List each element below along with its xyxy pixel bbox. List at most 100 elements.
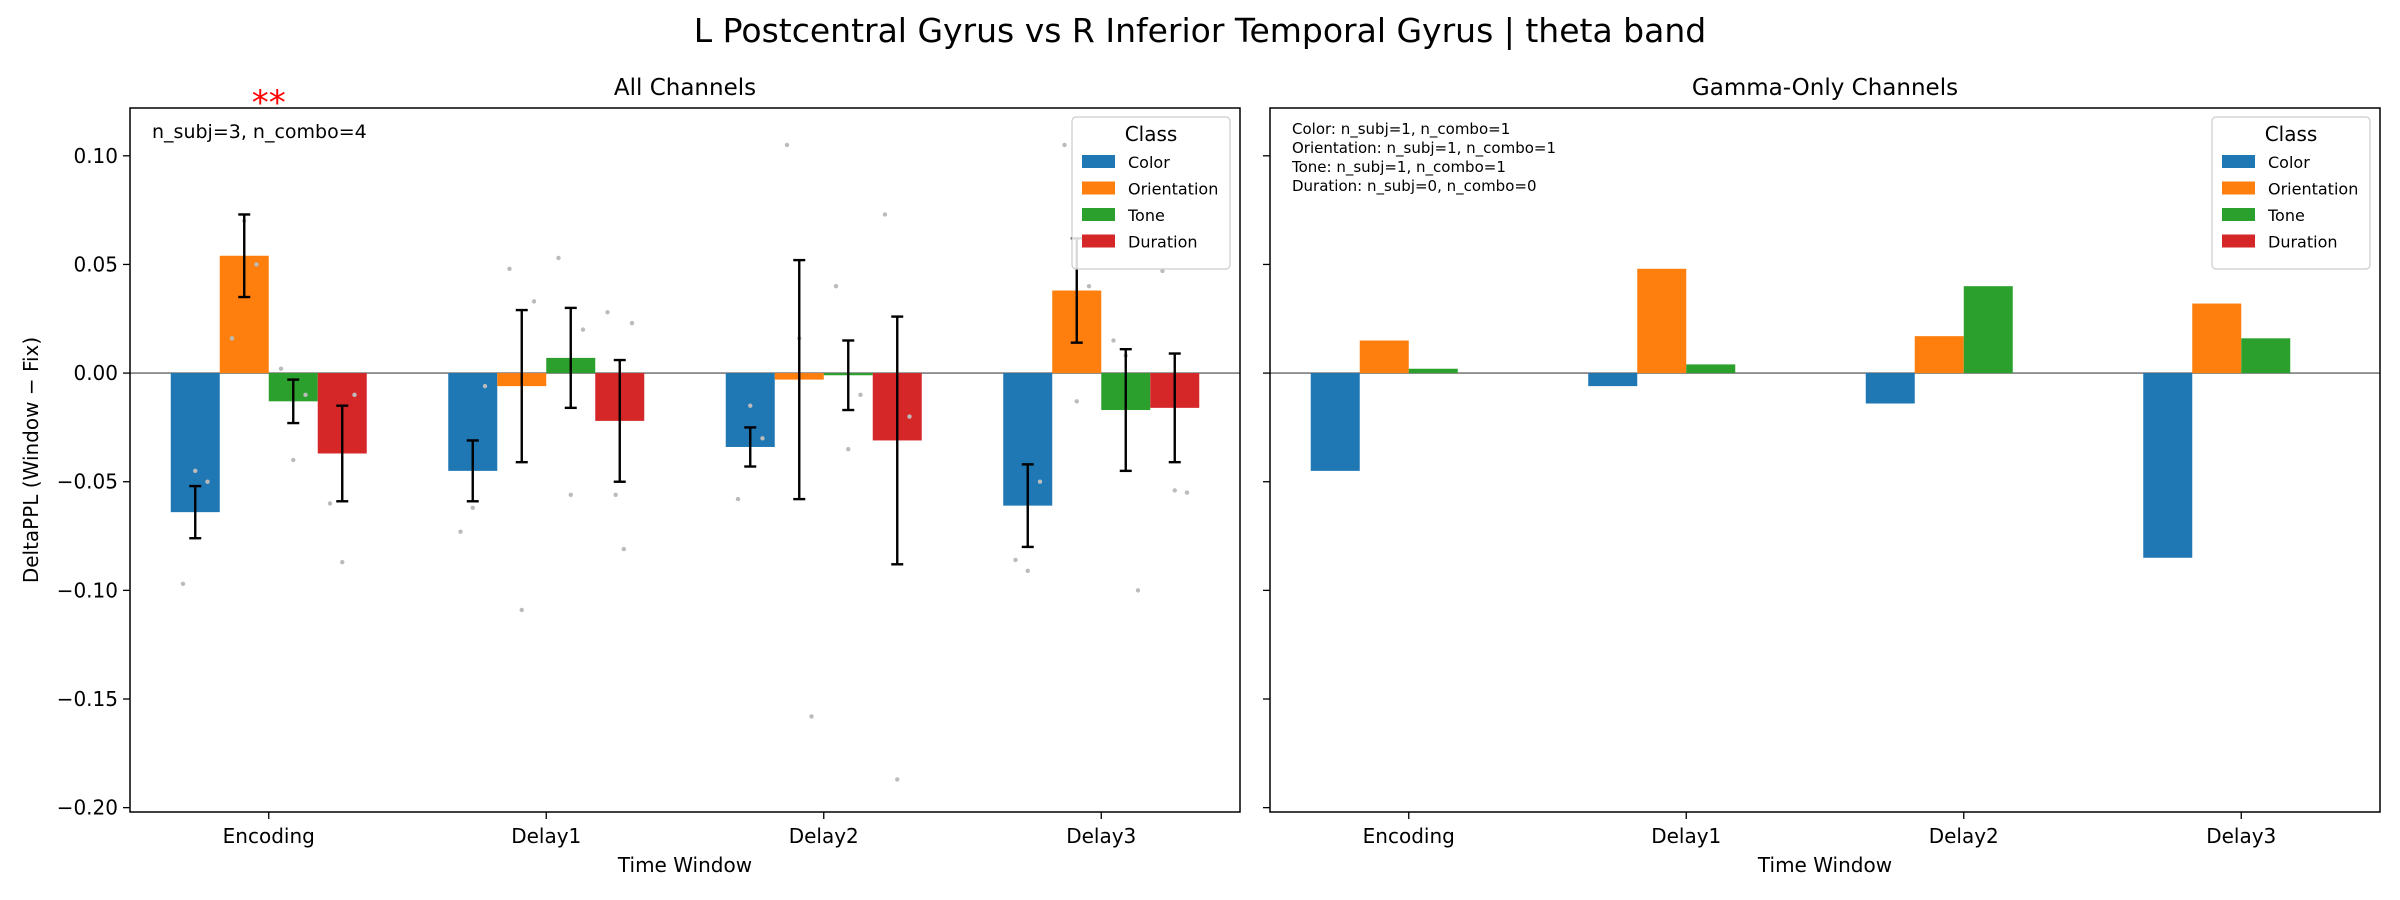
x-tick-label: Delay2 — [1929, 824, 1999, 848]
x-tick-label: Delay2 — [789, 824, 859, 848]
data-point — [1037, 479, 1043, 484]
data-point — [1111, 338, 1116, 343]
significance-marker: ** — [252, 83, 286, 123]
y-tick-label: 0.00 — [73, 361, 118, 385]
legend-label-orientation: Orientation — [1128, 180, 1218, 199]
annotation-line: Tone: n_subj=1, n_combo=1 — [1291, 158, 1506, 177]
x-tick-label: Delay1 — [511, 824, 581, 848]
data-point — [352, 392, 357, 398]
legend-swatch-color — [2222, 155, 2255, 168]
data-point — [254, 262, 259, 267]
data-point — [556, 255, 561, 261]
data-point — [205, 479, 210, 484]
axes-frame — [129, 107, 1241, 813]
bar-color-delay1 — [1588, 373, 1638, 387]
legend-label-color: Color — [1128, 153, 1170, 172]
y-tick-label: −0.10 — [57, 578, 118, 602]
bar-orientation-encoding — [1359, 340, 1409, 374]
data-point — [1025, 568, 1030, 574]
error-bar-color-delay1 — [466, 439, 479, 503]
data-point — [1160, 268, 1165, 274]
legend-swatch-color — [1082, 155, 1115, 168]
legend-label-tone: Tone — [1127, 206, 1165, 225]
error-bar-tone-delay1 — [564, 306, 577, 410]
x-tick-label: Delay3 — [2206, 824, 2276, 848]
error-bar-orientation-delay1 — [515, 308, 528, 464]
data-point — [1135, 588, 1141, 593]
data-point — [605, 310, 610, 315]
data-point — [748, 403, 753, 408]
chart-panel-2: Gamma-Only Channels Encoding Delay1 Delay2 D… — [1263, 75, 2381, 877]
data-point — [613, 492, 618, 497]
data-point — [327, 501, 333, 506]
legend-swatch-tone — [2222, 208, 2255, 221]
annotation-line: Duration: n_subj=0, n_combo=0 — [1292, 177, 1537, 196]
data-point — [1086, 283, 1092, 289]
data-point — [229, 336, 235, 341]
data-point — [846, 446, 851, 452]
bar-color-delay3 — [2143, 373, 2193, 558]
data-point — [907, 414, 912, 419]
bar-orientation-delay3 — [2192, 303, 2242, 374]
annotation-line: Color: n_subj=1, n_combo=1 — [1292, 120, 1510, 139]
legend-label-orientation: Orientation — [2268, 180, 2358, 199]
x-axis-label: Time Window — [617, 853, 752, 877]
error-bar-orientation-encoding — [238, 213, 251, 299]
error-bar-duration-delay2 — [891, 315, 904, 566]
data-point — [895, 777, 900, 782]
data-point — [303, 392, 308, 398]
error-bar-tone-encoding — [287, 378, 300, 425]
data-point — [1062, 142, 1067, 148]
bar-color-delay2 — [1865, 373, 1915, 404]
data-point — [531, 299, 537, 304]
annotation-line: Orientation: n_subj=1, n_combo=1 — [1292, 139, 1556, 158]
error-bar-tone-delay3 — [1119, 347, 1132, 473]
panel-title: All Channels — [614, 75, 756, 101]
x-tick-label: Encoding — [1363, 824, 1455, 848]
legend: Class Color Orientation Tone Duration — [1071, 116, 1231, 270]
annotation-text: n_subj=3, n_combo=4 — [152, 121, 367, 143]
data-point — [1013, 557, 1018, 563]
legend-label-color: Color — [2268, 153, 2310, 172]
y-axis-label: DeltaPPL (Window − Fix) — [19, 337, 43, 583]
error-bar-color-delay3 — [1021, 463, 1034, 549]
bar-tone-delay1 — [1686, 364, 1736, 374]
data-point — [735, 496, 741, 502]
data-point — [340, 559, 345, 565]
data-point — [291, 457, 296, 463]
data-point — [1172, 488, 1177, 493]
data-point — [507, 266, 512, 271]
legend-swatch-duration — [1082, 234, 1115, 248]
data-point — [809, 714, 814, 719]
legend-label-tone: Tone — [2267, 206, 2305, 225]
data-point — [629, 320, 635, 326]
legend-swatch-orientation — [2222, 181, 2255, 195]
data-point — [833, 283, 839, 289]
y-tick-label: −0.05 — [57, 470, 118, 494]
data-point — [784, 142, 790, 148]
error-bar-orientation-delay2 — [793, 258, 806, 501]
error-bar-duration-encoding — [336, 404, 349, 503]
bar-orientation-delay2 — [1914, 336, 1964, 374]
y-tick-label: 0.05 — [73, 252, 118, 276]
y-tick-label: −0.15 — [57, 687, 118, 711]
data-point — [760, 436, 765, 441]
data-point — [519, 607, 524, 613]
bar-tone-delay3 — [2241, 338, 2291, 374]
legend-title: Class — [1125, 122, 1178, 146]
data-point — [568, 492, 573, 497]
x-tick-label: Delay1 — [1651, 824, 1721, 848]
data-point — [193, 468, 198, 474]
y-tick-label: −0.20 — [57, 796, 118, 820]
figure-title: L Postcentral Gyrus vs R Inferior Tempor… — [694, 11, 1706, 50]
error-bar-duration-delay1 — [613, 358, 626, 483]
data-point — [858, 392, 863, 398]
legend-swatch-tone — [1082, 208, 1115, 221]
bar-orientation-delay1 — [1637, 268, 1687, 374]
y-tick-label: 0.10 — [73, 144, 118, 168]
data-point — [580, 327, 586, 332]
bar-tone-encoding — [1408, 368, 1458, 374]
data-point — [482, 383, 488, 389]
data-point — [1184, 490, 1190, 495]
